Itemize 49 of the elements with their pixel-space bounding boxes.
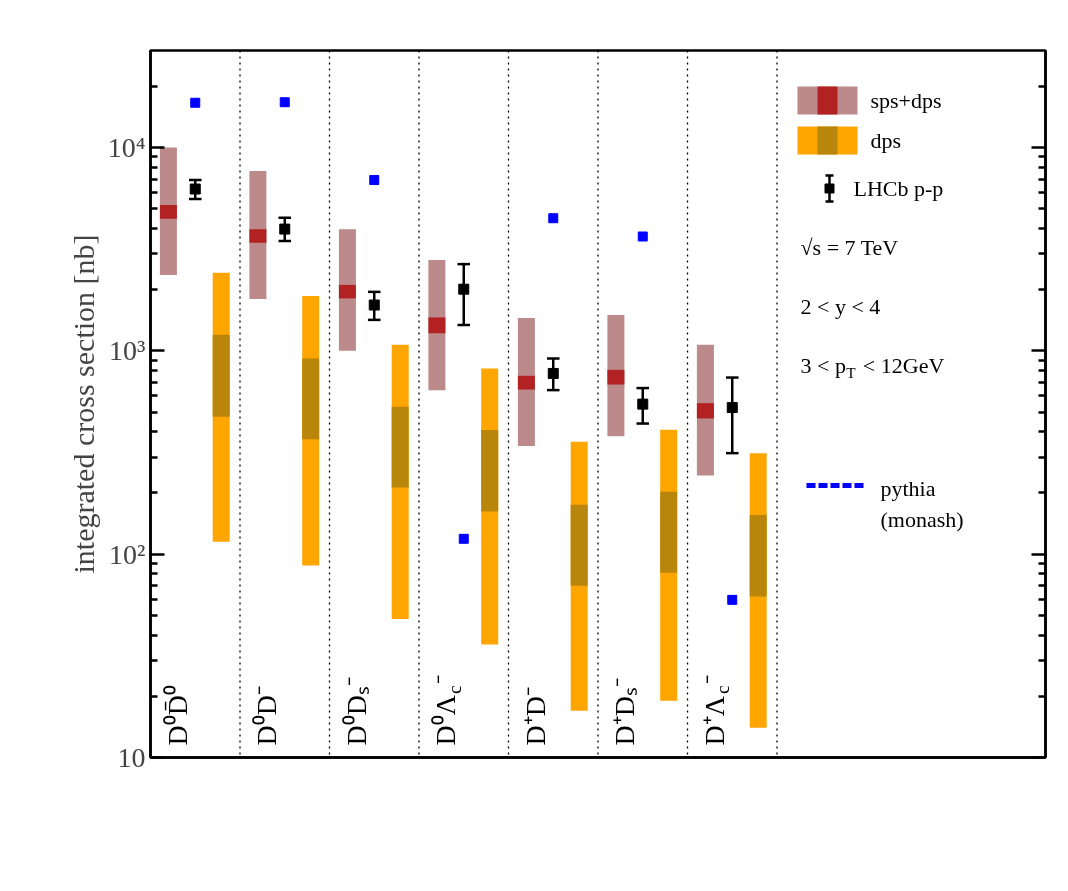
y-tick-label: 10 [117, 742, 146, 773]
point [279, 97, 290, 108]
point [726, 402, 738, 414]
bar [607, 369, 625, 385]
bar [660, 491, 678, 573]
legend-label: sps+dps [870, 88, 942, 113]
x-tick-label: D⁰Dₛ⁻ [340, 677, 372, 746]
text: 2 < y < 4 [800, 294, 881, 319]
legend-label: LHCb p-p [853, 176, 944, 201]
bar [517, 318, 535, 447]
legend-label: pythia (monash) [880, 476, 964, 532]
legend-label: dps [870, 128, 902, 153]
bar [159, 205, 177, 219]
y-tick-label: 10⁴ [107, 132, 146, 164]
bar [302, 358, 320, 440]
x-tick-label: D⁺Λc⁻ [698, 675, 734, 746]
x-tick-label: D⁰Λc⁻ [430, 675, 465, 746]
bar [159, 147, 177, 276]
point [458, 533, 469, 544]
bar [338, 284, 356, 299]
point [279, 223, 291, 235]
bar [428, 259, 446, 391]
bar [212, 334, 230, 417]
point [190, 97, 201, 108]
bar [428, 317, 446, 334]
point [727, 594, 738, 605]
x-tick-label: D⁰D⁻ [251, 686, 283, 746]
bar [517, 375, 535, 390]
point [548, 213, 559, 224]
point [637, 398, 649, 410]
bar [391, 406, 409, 488]
x-tick-label: D⁺Dₛ⁻ [609, 678, 641, 746]
point [547, 367, 559, 379]
y-tick-label: 10² [109, 538, 146, 570]
bar [481, 430, 499, 512]
point [637, 231, 648, 242]
point [189, 183, 201, 195]
point [369, 175, 380, 186]
x-tick-label: D⁰D̄⁰ [161, 685, 193, 746]
y-axis-title: integrated cross section [nb] [66, 234, 100, 574]
y-tick-label: 10³ [109, 335, 146, 367]
bar [570, 504, 588, 586]
x-tick-label: D⁺D⁻ [519, 687, 551, 746]
bar [696, 403, 714, 419]
point [458, 283, 470, 295]
bar [749, 514, 767, 597]
text: √s = 7 TeV [800, 235, 899, 260]
bar [249, 229, 267, 243]
point [368, 299, 380, 311]
